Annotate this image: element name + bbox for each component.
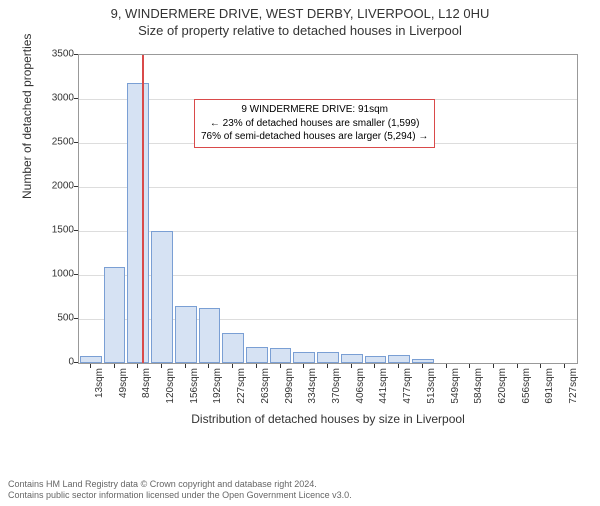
- x-tick-label: 620sqm: [497, 368, 508, 404]
- y-tick-label: 1000: [34, 269, 74, 280]
- footer: Contains HM Land Registry data © Crown c…: [8, 479, 352, 502]
- footer-line-1: Contains HM Land Registry data © Crown c…: [8, 479, 352, 491]
- y-tick-mark: [74, 142, 78, 143]
- histogram-bar: [127, 83, 149, 363]
- histogram-bar: [293, 352, 315, 363]
- x-tick-mark: [161, 364, 162, 368]
- x-tick-label: 227sqm: [236, 368, 247, 404]
- y-tick-mark: [74, 98, 78, 99]
- highlight-marker: [142, 55, 144, 363]
- x-tick-label: 334sqm: [307, 368, 318, 404]
- y-tick-mark: [74, 186, 78, 187]
- x-tick-label: 727sqm: [568, 368, 579, 404]
- x-tick-label: 120sqm: [165, 368, 176, 404]
- y-tick-label: 3500: [34, 49, 74, 60]
- x-tick-mark: [327, 364, 328, 368]
- annotation-line-2: ← 23% of detached houses are smaller (1,…: [201, 117, 428, 131]
- x-tick-mark: [114, 364, 115, 368]
- grid-line: [79, 187, 577, 188]
- histogram-bar: [80, 356, 102, 363]
- histogram-bar: [175, 306, 197, 363]
- plot-area: 9 WINDERMERE DRIVE: 91sqm ← 23% of detac…: [78, 54, 578, 364]
- x-tick-mark: [280, 364, 281, 368]
- histogram-bar: [388, 355, 410, 363]
- x-tick-label: 156sqm: [189, 368, 200, 404]
- x-tick-label: 84sqm: [141, 368, 152, 398]
- histogram-bar: [151, 231, 173, 363]
- histogram-bar: [341, 354, 363, 363]
- x-tick-label: 584sqm: [473, 368, 484, 404]
- x-tick-label: 49sqm: [118, 368, 129, 398]
- annotation-box: 9 WINDERMERE DRIVE: 91sqm ← 23% of detac…: [194, 99, 435, 148]
- x-axis-label: Distribution of detached houses by size …: [78, 412, 578, 426]
- y-tick-label: 500: [34, 313, 74, 324]
- y-tick-label: 1500: [34, 225, 74, 236]
- x-tick-mark: [422, 364, 423, 368]
- x-tick-label: 406sqm: [355, 368, 366, 404]
- annotation-line-1: 9 WINDERMERE DRIVE: 91sqm: [201, 103, 428, 117]
- x-tick-mark: [469, 364, 470, 368]
- histogram-bar: [246, 347, 268, 363]
- x-tick-label: 656sqm: [521, 368, 532, 404]
- histogram-bar: [317, 352, 339, 363]
- page-subtitle: Size of property relative to detached ho…: [0, 23, 600, 38]
- y-tick-label: 0: [34, 357, 74, 368]
- y-tick-mark: [74, 54, 78, 55]
- x-tick-mark: [493, 364, 494, 368]
- x-tick-label: 13sqm: [94, 368, 105, 398]
- x-tick-mark: [564, 364, 565, 368]
- y-tick-label: 3000: [34, 93, 74, 104]
- histogram-bar: [270, 348, 292, 363]
- y-tick-label: 2500: [34, 137, 74, 148]
- x-tick-label: 513sqm: [426, 368, 437, 404]
- y-tick-mark: [74, 318, 78, 319]
- page-title: 9, WINDERMERE DRIVE, WEST DERBY, LIVERPO…: [0, 6, 600, 21]
- x-tick-label: 299sqm: [284, 368, 295, 404]
- histogram-bar: [365, 356, 387, 363]
- x-tick-mark: [137, 364, 138, 368]
- x-tick-mark: [185, 364, 186, 368]
- x-tick-label: 549sqm: [450, 368, 461, 404]
- x-tick-mark: [374, 364, 375, 368]
- y-tick-mark: [74, 362, 78, 363]
- footer-line-2: Contains public sector information licen…: [8, 490, 352, 502]
- histogram-chart: Number of detached properties 9 WINDERME…: [30, 44, 590, 424]
- x-tick-mark: [446, 364, 447, 368]
- x-tick-label: 477sqm: [402, 368, 413, 404]
- x-tick-mark: [398, 364, 399, 368]
- y-tick-mark: [74, 230, 78, 231]
- annotation-line-3: 76% of semi-detached houses are larger (…: [201, 130, 428, 144]
- x-tick-mark: [517, 364, 518, 368]
- x-tick-mark: [303, 364, 304, 368]
- y-tick-label: 2000: [34, 181, 74, 192]
- x-tick-label: 691sqm: [544, 368, 555, 404]
- y-tick-mark: [74, 274, 78, 275]
- histogram-bar: [412, 359, 434, 363]
- x-tick-label: 370sqm: [331, 368, 342, 404]
- x-tick-mark: [90, 364, 91, 368]
- x-tick-mark: [208, 364, 209, 368]
- x-tick-label: 263sqm: [260, 368, 271, 404]
- x-tick-mark: [351, 364, 352, 368]
- x-tick-label: 441sqm: [378, 368, 389, 404]
- x-tick-mark: [540, 364, 541, 368]
- histogram-bar: [104, 267, 126, 363]
- x-tick-mark: [256, 364, 257, 368]
- y-axis-label: Number of detached properties: [20, 34, 34, 199]
- x-tick-mark: [232, 364, 233, 368]
- x-tick-label: 192sqm: [212, 368, 223, 404]
- histogram-bar: [222, 333, 244, 363]
- histogram-bar: [199, 308, 221, 363]
